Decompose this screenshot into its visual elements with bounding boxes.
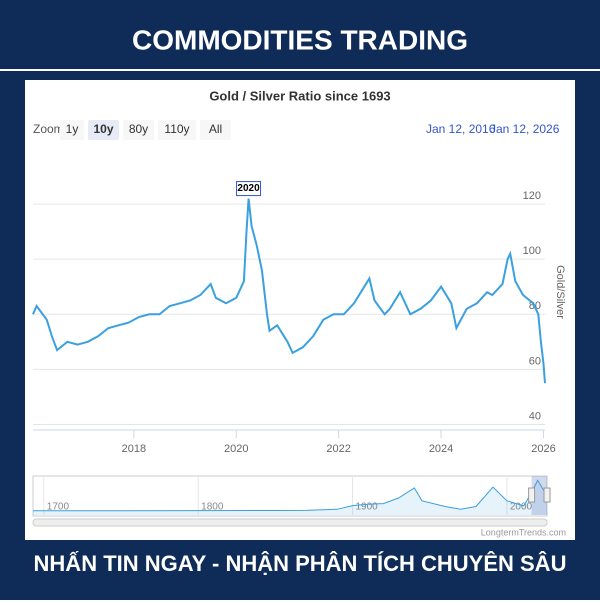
zoom-button[interactable]: 10y — [93, 122, 113, 136]
navigator-line — [33, 479, 548, 512]
navigator-selection — [531, 476, 548, 515]
scrollbar[interactable] — [32, 518, 548, 527]
x-tick-label: 2024 — [429, 443, 453, 455]
navigator-tick-label: 1800 — [201, 502, 224, 513]
x-tick-label: 2018 — [122, 443, 146, 455]
zoom-button-bg[interactable] — [158, 120, 196, 140]
navigator-handle[interactable] — [543, 487, 551, 503]
x-tick-label: 2020 — [224, 443, 248, 455]
navigator-tick-label: 2000 — [510, 502, 533, 513]
range-from: Jan 12, 2016 — [426, 122, 496, 136]
y-tick-label: 40 — [529, 410, 541, 422]
y-tick-label: 100 — [523, 245, 541, 257]
credit: LongtermTrends.com — [481, 527, 566, 537]
range-to: Jan 12, 2026 — [490, 122, 560, 136]
navigator-tick-label: 1700 — [47, 502, 70, 513]
chart-panel — [25, 80, 575, 540]
x-tick-label: 2026 — [531, 443, 555, 455]
header-title: COMMODITIES TRADING — [132, 24, 468, 55]
zoom-button[interactable]: 80y — [129, 122, 148, 136]
annotation-box — [236, 181, 262, 197]
zoom-button-bg[interactable] — [200, 120, 231, 140]
zoom-label: Zoom — [33, 122, 64, 136]
annotation-text: 2020 — [237, 183, 260, 194]
y-tick-label: 60 — [529, 355, 541, 367]
zoom-button[interactable]: All — [209, 122, 222, 136]
y-axis-label: Gold/Silver — [554, 265, 566, 319]
x-tick-label: 2022 — [326, 443, 350, 455]
zoom-button-bg[interactable] — [88, 120, 119, 140]
navigator-tick-label: 1900 — [356, 502, 379, 513]
zoom-button[interactable]: 110y — [164, 122, 189, 136]
navigator-area — [33, 480, 547, 515]
zoom-button[interactable]: 1y — [66, 122, 79, 136]
zoom-button-bg[interactable] — [123, 120, 154, 140]
series-line — [32, 198, 546, 384]
navigator-handle[interactable] — [528, 487, 536, 503]
zoom-button-bg[interactable] — [60, 120, 84, 140]
y-tick-label: 120 — [523, 190, 541, 202]
chart-title: Gold / Silver Ratio since 1693 — [209, 88, 390, 103]
footer-text: NHẤN TIN NGAY - NHẬN PHÂN TÍCH CHUYÊN SÂ… — [34, 551, 567, 576]
